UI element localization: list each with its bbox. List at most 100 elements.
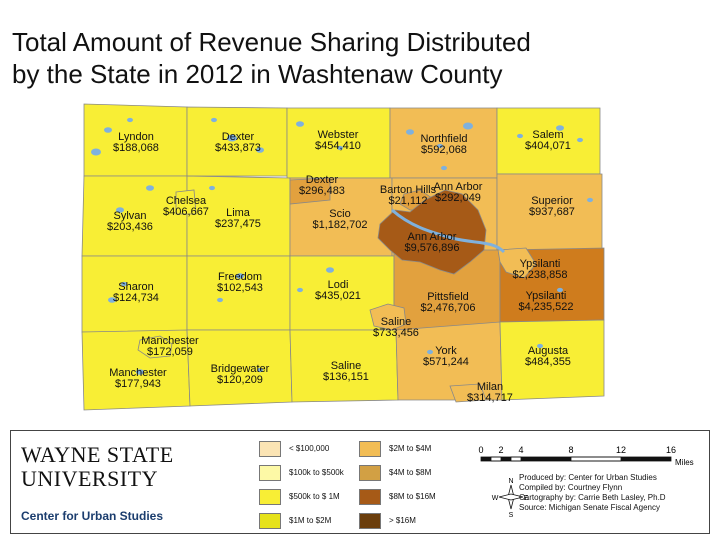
lake-icon	[537, 343, 543, 349]
place-name-label: Salem	[532, 129, 563, 141]
place-value-label: $237,475	[215, 218, 261, 230]
legend-label: $4M to $8M	[389, 468, 432, 477]
north-arrow-icon: N S E W	[492, 478, 529, 519]
huron-river	[391, 208, 506, 254]
legend-swatch	[359, 489, 381, 505]
place-value-label: $454,410	[315, 140, 361, 152]
place-value-label: $406,667	[163, 206, 209, 218]
city-chelsea	[175, 189, 197, 215]
place-name-label: Sylvan	[113, 210, 146, 222]
legend-label: $500k to $ 1M	[289, 492, 340, 501]
lake-icon	[257, 367, 263, 373]
place-value-label: $592,068	[421, 144, 467, 156]
place-value-label: $188,068	[113, 142, 159, 154]
place-value-label: $120,209	[217, 374, 263, 386]
place-value-label: $136,151	[323, 371, 369, 383]
wayne-state-logo: WAYNE STATE UNIVERSITY Center for Urban …	[21, 442, 174, 524]
place-name-label: Saline	[331, 360, 362, 372]
lake-icon	[441, 165, 447, 171]
place-name-label: Lyndon	[118, 131, 154, 143]
legend-label: < $100,000	[289, 444, 330, 453]
lake-icon	[337, 145, 343, 151]
township-augusta	[499, 319, 605, 401]
credit-cartography: Cartography by: Carrie Beth Lasley, Ph.D	[519, 493, 666, 502]
place-value-label: $937,687	[529, 206, 575, 218]
lake-icon	[326, 267, 334, 273]
legend-swatch	[259, 489, 281, 505]
place-name-label: Chelsea	[166, 195, 207, 207]
place-name-label: Superior	[531, 195, 573, 207]
place-name-label: Milan	[477, 381, 503, 393]
legend-label: $100k to $500k	[289, 468, 344, 477]
title-line-1: Total Amount of Revenue Sharing Distribu…	[12, 27, 531, 57]
place-name-label: Freedom	[218, 271, 262, 283]
lake-icon	[127, 117, 133, 123]
lake-icon	[136, 369, 144, 375]
map-title: Total Amount of Revenue Sharing Distribu…	[12, 26, 712, 90]
compass-w: W	[492, 495, 499, 502]
scale-tick: 4	[518, 445, 523, 455]
lake-icon	[227, 134, 237, 142]
compass-e: E	[524, 495, 529, 502]
lake-icon	[297, 287, 303, 293]
scale-tick: 16	[666, 445, 676, 455]
place-name-label: Ann Arbor	[434, 181, 483, 193]
scale-tick: 2	[498, 445, 503, 455]
city-ypsilanti	[497, 247, 537, 279]
compass-s: S	[509, 512, 514, 519]
lake-icon	[556, 125, 564, 131]
lake-icon	[587, 197, 593, 203]
lake-icon	[427, 349, 433, 355]
legend-label: $1M to $2M	[289, 516, 332, 525]
place-value-label: $296,483	[299, 185, 345, 197]
city-saline	[369, 303, 407, 331]
place-value-label: $9,576,896	[404, 242, 459, 254]
lake-icon	[557, 287, 563, 293]
lake-icon	[437, 143, 443, 149]
place-value-label: $571,244	[423, 356, 469, 368]
city-manchester	[137, 335, 173, 359]
center-for-urban-studies: Center for Urban Studies	[21, 509, 164, 523]
place-value-label: $314,717	[467, 392, 513, 404]
place-name-label: Barton Hills	[380, 184, 437, 196]
map-labels: Lyndon$188,068Dexter$433,873Webster$454,…	[107, 129, 575, 404]
place-value-label: $484,355	[525, 356, 571, 368]
city-milan	[449, 383, 487, 403]
legend-swatch	[259, 465, 281, 481]
place-value-label: $733,456	[373, 327, 419, 339]
place-name-label: Manchester	[141, 335, 199, 347]
place-name-label: Dexter	[306, 174, 339, 186]
scale-tick: 0	[478, 445, 483, 455]
credit-source: Source: Michigan Senate Fiscal Agency	[519, 503, 660, 512]
lake-icon	[296, 121, 304, 127]
lake-icon	[406, 129, 414, 135]
lake-icon	[211, 117, 217, 123]
legend-label: $8M to $16M	[389, 492, 436, 501]
lake-icon	[217, 297, 223, 303]
place-value-label: $203,436	[107, 221, 153, 233]
lake-icon	[121, 281, 127, 287]
legend-panel: WAYNE STATE UNIVERSITY Center for Urban …	[10, 430, 710, 534]
place-name-label: Bridgewater	[211, 363, 270, 375]
place-value-label: $177,943	[115, 378, 161, 390]
legend-swatch	[259, 441, 281, 457]
place-name-label: Webster	[318, 129, 359, 141]
lake-icon	[577, 137, 583, 143]
logo-line-1: WAYNE STATE	[21, 442, 174, 467]
scale-tick: 12	[616, 445, 626, 455]
place-value-label: $102,543	[217, 282, 263, 294]
place-value-label: $124,734	[113, 292, 159, 304]
city-dexter	[289, 177, 331, 205]
lake-icon	[517, 133, 523, 139]
credit-produced: Produced by: Center for Urban Studies	[519, 473, 657, 482]
place-name-label: Ann Arbor	[408, 231, 457, 243]
map-polygons	[81, 103, 605, 411]
lake-icon	[256, 147, 264, 153]
place-value-label: $21,112	[389, 195, 428, 207]
place-name-label: Augusta	[528, 345, 569, 357]
water-bodies	[91, 117, 593, 375]
place-value-label: $292,049	[435, 192, 481, 204]
scale-unit: Miles	[675, 458, 694, 467]
scale-bar: 0 2 4 8 12 16 Miles	[478, 445, 693, 467]
place-name-label: Manchester	[109, 367, 167, 379]
